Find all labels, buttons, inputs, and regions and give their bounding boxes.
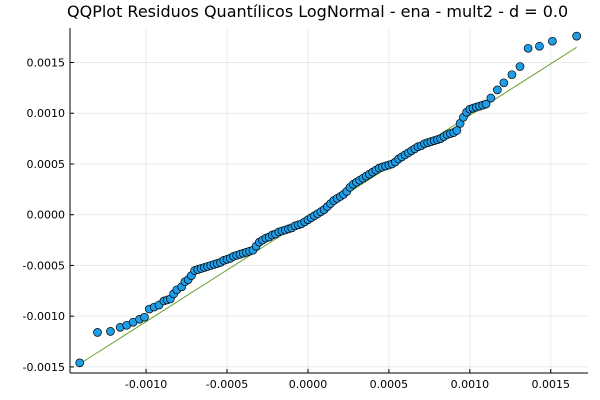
x-tick-label: -0.0010 — [125, 378, 167, 391]
data-point — [106, 327, 115, 336]
y-tick-label: 0.0005 — [27, 158, 66, 171]
data-point — [548, 36, 557, 46]
data-point — [507, 70, 517, 80]
chart-title: QQPlot Residuos Quantílicos LogNormal - … — [67, 2, 568, 21]
data-point — [493, 85, 502, 95]
data-point — [499, 78, 509, 88]
data-point — [572, 31, 582, 41]
y-tick-label: 0.0010 — [27, 107, 66, 120]
data-point — [140, 312, 149, 322]
x-tick-label: -0.0005 — [206, 378, 248, 391]
data-point — [93, 328, 102, 337]
tick-label-layer: -0.0010 -0.0005 0.0000 0.0005 0.0010 0.0015 -0… — [23, 57, 570, 392]
x-tick-label: 0.0015 — [532, 378, 571, 391]
data-point — [535, 41, 544, 51]
data-point — [515, 62, 525, 71]
y-tick-label: -0.0010 — [23, 310, 65, 323]
data-point — [486, 93, 496, 103]
data-points-layer — [75, 31, 582, 368]
y-tick-label: 0.0015 — [27, 57, 66, 70]
y-tick-label: -0.0005 — [23, 259, 65, 272]
y-tick-label: 0.0000 — [27, 209, 66, 222]
data-point — [452, 126, 462, 135]
grid-layer — [70, 28, 588, 373]
data-point — [481, 99, 491, 109]
x-tick-label: 0.0005 — [370, 378, 409, 391]
axis-layer — [69, 28, 588, 374]
data-point — [523, 43, 533, 53]
data-point — [75, 358, 85, 368]
x-tick-label: 0.0010 — [451, 378, 490, 391]
y-tick-label: -0.0015 — [23, 361, 65, 374]
x-tick-label: 0.0000 — [289, 378, 328, 391]
